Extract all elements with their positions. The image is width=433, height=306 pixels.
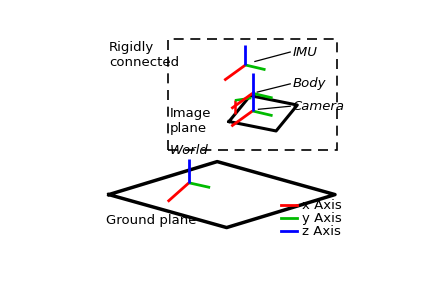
Text: y Axis: y Axis	[302, 212, 342, 225]
Text: Rigidly
connected: Rigidly connected	[109, 41, 179, 69]
Text: z Axis: z Axis	[302, 225, 341, 237]
Text: x Axis: x Axis	[302, 199, 342, 212]
Bar	[168, 39, 337, 150]
Text: World: World	[170, 144, 208, 157]
Text: Camera: Camera	[293, 100, 345, 113]
Text: Image
plane: Image plane	[170, 107, 212, 136]
Text: IMU: IMU	[293, 46, 317, 58]
Text: Ground plane: Ground plane	[107, 214, 197, 227]
Text: Body: Body	[293, 77, 326, 90]
